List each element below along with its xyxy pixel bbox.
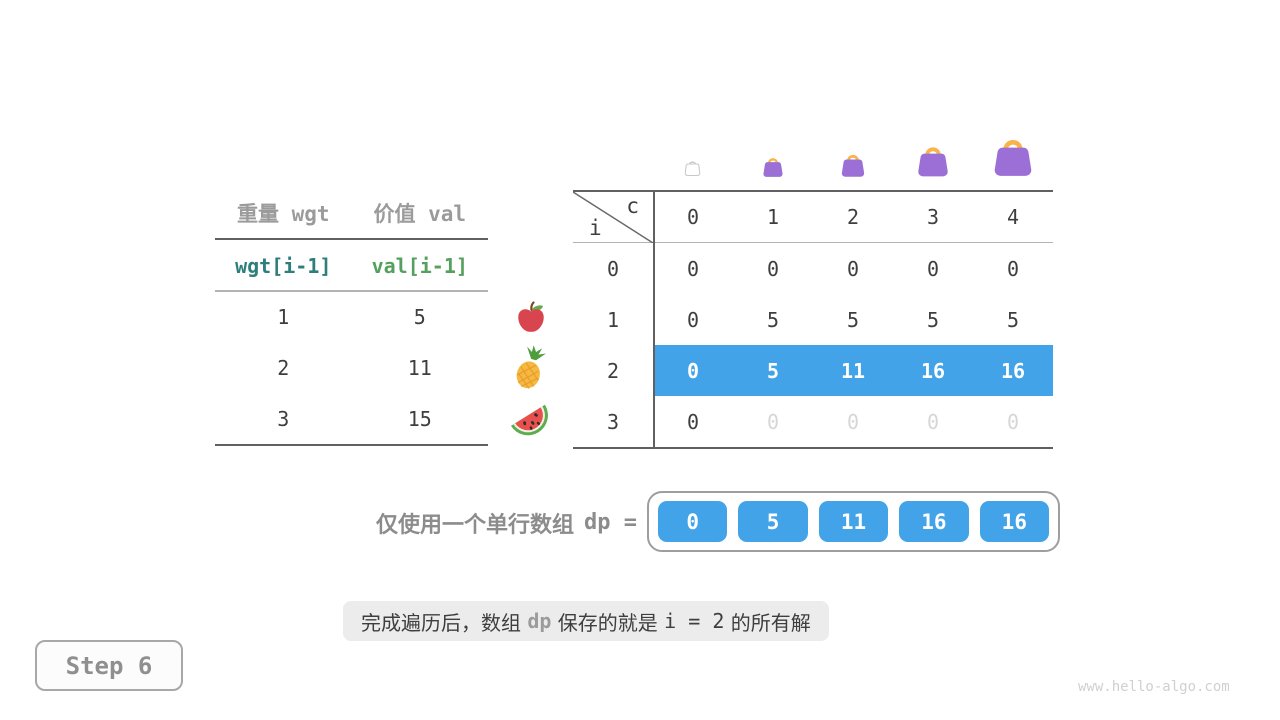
dp-table-corner-cell: c i [573,192,653,243]
dp-array: 0 5 11 16 16 [647,491,1060,552]
col-header: 2 [846,205,860,229]
bag-small-icon [762,154,784,182]
item-variable-label: i [589,216,602,240]
dp-cell: 0 [1006,256,1020,281]
ghost-bag-icon [684,157,701,181]
item-value: 11 [407,356,432,380]
dp-cell-faded: 0 [1006,409,1020,434]
row-header: 3 [606,409,620,434]
dp-array-cell: 16 [899,501,969,542]
pineapple-icon [508,345,552,395]
item-weight: 1 [277,305,290,330]
dp-table: c i 0 1 2 3 4 0 0 0 0 0 0 1 [573,190,1053,449]
dp-cell: 0 [846,256,860,281]
dp-cell: 5 [926,307,940,332]
item-value: 5 [413,305,426,330]
dp-cell: 0 [686,307,700,332]
caption-i-code: i = 2 [664,609,725,633]
item-row: 1 5 [215,292,488,343]
items-table-index-row: wgt[i-1] val[i-1] [215,240,488,292]
dp-cell: 16 [920,358,946,383]
dp-cell: 0 [686,256,700,281]
bag-large-icon [916,141,950,182]
caption-dp-code: dp [527,609,552,633]
col-header: 0 [686,205,700,229]
row-header: 1 [606,307,620,332]
item-weight: 3 [277,406,290,431]
apple-icon [516,301,546,338]
dp-row-1: 1 0 5 5 5 5 [573,294,1053,345]
dp-array-cell: 0 [658,501,728,542]
dp-cell: 16 [1000,358,1026,383]
dp-cell-faded: 0 [846,409,860,434]
dp-array-cell: 11 [818,501,889,542]
items-table-header: 重量 wgt 价值 val [215,190,488,240]
dp-array-label: 仅使用一个单行数组 dp = [330,495,637,550]
val-index-label: val[i-1] [371,254,468,278]
dp-cell: 5 [766,307,780,332]
dp-array-label-code: dp = [584,510,637,535]
col-header: 1 [766,205,780,229]
items-table-body: 1 5 2 11 3 15 [215,292,488,446]
dp-cell: 0 [926,256,940,281]
dp-cell-faded: 0 [926,409,940,434]
dp-cell: 0 [766,256,780,281]
caption-text: 的所有解 [724,610,811,635]
dp-cell: 11 [840,358,866,383]
capacity-variable-label: c [626,194,639,218]
dp-cell: 5 [846,307,860,332]
watermark: www.hello-algo.com [1078,679,1230,695]
dp-array-cell: 16 [979,501,1050,542]
item-row: 3 15 [215,393,488,444]
dp-table-body: 0 0 0 0 0 0 1 0 5 5 5 5 [573,243,1053,449]
dp-array-cell: 5 [738,501,808,542]
caption: 完成遍历后，数组 dp 保存的就是 i = 2 的所有解 [343,601,829,641]
dp-cell: 5 [766,358,780,383]
wgt-index-label: wgt[i-1] [235,254,332,278]
item-value: 15 [407,406,432,431]
item-row: 2 11 [215,343,488,394]
caption-text: 保存的就是 [551,610,665,635]
row-header: 2 [606,358,620,383]
step-indicator: Step 6 [35,640,183,691]
bag-xlarge-icon [992,132,1034,182]
dp-row-2-highlighted: 2 0 5 11 16 16 [573,345,1053,396]
table-vertical-divider [653,190,655,447]
watermelon-icon [505,397,553,444]
caption-text: 完成遍历后，数组 [361,610,528,635]
dp-row-3: 3 0 0 0 0 0 [573,396,1053,447]
dp-cell: 5 [1006,307,1020,332]
dp-cell: 0 [686,358,700,383]
col-header: 3 [926,205,940,229]
diagonal-divider [573,192,653,243]
weight-column-header: 重量 wgt [236,202,330,226]
dp-cell: 0 [686,409,700,434]
items-table: 重量 wgt 价值 val wgt[i-1] val[i-1] 1 5 2 11… [215,190,488,446]
value-column-header: 价值 val [373,202,467,226]
dp-array-label-text: 仅使用一个单行数组 [376,512,575,538]
row-header: 0 [606,256,620,281]
bag-medium-icon [840,150,866,182]
dp-cell-faded: 0 [766,409,780,434]
dp-row-0: 0 0 0 0 0 0 [573,243,1053,294]
col-header: 4 [1006,205,1020,229]
item-weight: 2 [277,356,290,380]
dp-table-header: c i 0 1 2 3 4 [573,190,1053,243]
